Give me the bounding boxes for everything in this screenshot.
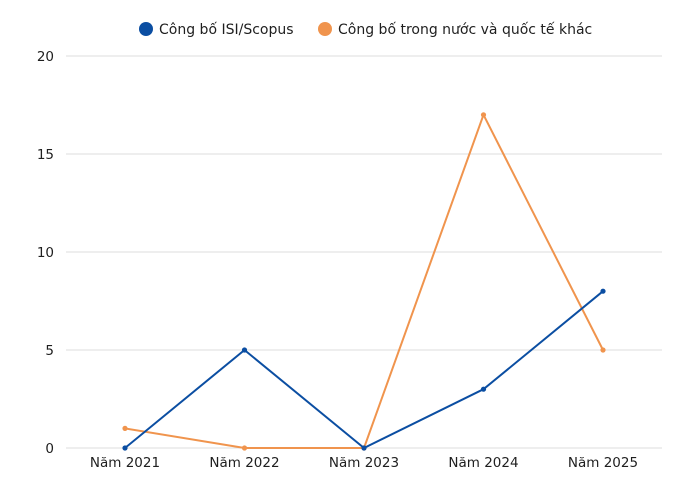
y-axis: 0 5 10 15 20: [37, 49, 54, 457]
data-point: [480, 112, 487, 118]
data-point: [480, 386, 487, 392]
x-tick-label: Năm 2021: [90, 455, 160, 471]
legend: Công bố ISI/Scopus Công bố trong nước và…: [139, 21, 592, 38]
series-1: [122, 112, 606, 451]
series-line: [124, 290, 604, 449]
legend-marker-isi-scopus: [139, 22, 153, 36]
y-tick-label: 15: [37, 147, 54, 163]
series-layer: [122, 112, 606, 451]
series-line: [124, 113, 604, 449]
legend-marker-domestic-international: [318, 22, 332, 36]
x-tick-label: Năm 2025: [568, 455, 638, 471]
legend-label-isi-scopus: Công bố ISI/Scopus: [159, 21, 294, 38]
data-point: [241, 445, 248, 451]
data-point: [600, 347, 606, 353]
data-point: [241, 347, 248, 353]
legend-label-domestic-international: Công bố trong nước và quốc tế khác: [338, 21, 592, 38]
grid-lines: [66, 55, 662, 449]
data-point: [361, 445, 367, 451]
y-tick-label: 0: [45, 441, 54, 457]
y-tick-label: 20: [37, 49, 54, 65]
x-axis: Năm 2021 Năm 2022 Năm 2023 Năm 2024 Năm 2025: [90, 455, 638, 471]
data-point: [600, 288, 606, 294]
x-tick-label: Năm 2024: [448, 455, 518, 471]
x-tick-label: Năm 2023: [329, 455, 399, 471]
y-tick-label: 5: [45, 343, 54, 359]
series-0: [122, 288, 606, 451]
x-tick-label: Năm 2022: [209, 455, 279, 471]
data-point: [122, 445, 128, 451]
y-tick-label: 10: [37, 245, 54, 261]
data-point: [122, 425, 128, 431]
